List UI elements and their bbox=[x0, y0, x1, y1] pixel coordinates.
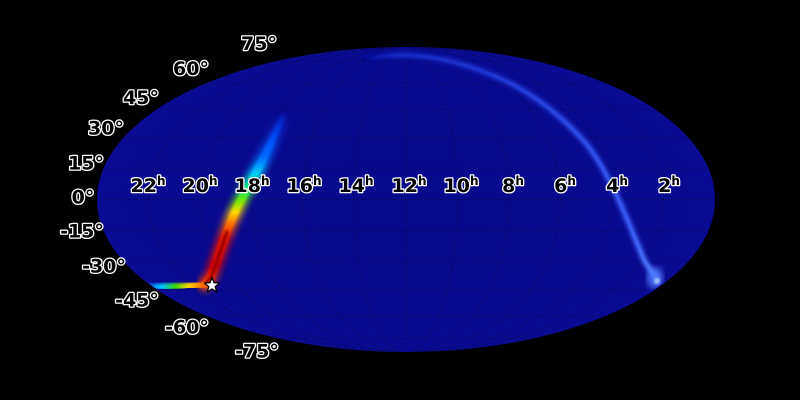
ra-label-12h: 12h bbox=[392, 174, 427, 197]
dec-tick-labels: 75° 60° 45° 30° 15° 0° -15° -30° -45° -6… bbox=[59, 32, 280, 364]
dec-label-30: 30° bbox=[88, 118, 124, 140]
ra-label-14h: 14h bbox=[339, 174, 374, 197]
dec-label-m60: -60° bbox=[165, 317, 209, 339]
dec-label-0: 0° bbox=[72, 187, 95, 209]
ra-label-2h: 2h bbox=[658, 174, 680, 197]
probability-band bbox=[143, 108, 291, 293]
dec-label-m75: -75° bbox=[235, 341, 279, 363]
ra-tick-labels: 22h 20h 18h 16h 14h 12h 10h 8h 6h 4h 2h bbox=[129, 173, 681, 199]
ra-label-4h: 4h bbox=[606, 174, 628, 197]
dec-label-60: 60° bbox=[173, 58, 209, 80]
dec-label-m15: -15° bbox=[60, 221, 104, 243]
dec-label-45: 45° bbox=[123, 87, 159, 109]
dec-label-75: 75° bbox=[241, 33, 277, 55]
ra-label-16h: 16h bbox=[287, 174, 322, 197]
secondary-arc-endpoint-glow bbox=[647, 267, 663, 289]
probability-band-core bbox=[205, 230, 229, 284]
dec-label-m30: -30° bbox=[82, 256, 126, 278]
ra-label-18h: 18h bbox=[235, 174, 270, 197]
ra-label-22h: 22h bbox=[131, 174, 166, 197]
ra-label-6h: 6h bbox=[554, 174, 576, 197]
secondary-arc bbox=[365, 52, 663, 289]
dec-label-m45: -45° bbox=[115, 290, 159, 312]
star-marker-icon bbox=[203, 276, 221, 293]
ra-label-8h: 8h bbox=[502, 174, 524, 197]
dec-label-15: 15° bbox=[68, 153, 104, 175]
grid-meridians bbox=[148, 47, 664, 352]
ra-label-20h: 20h bbox=[183, 174, 218, 197]
ra-label-10h: 10h bbox=[444, 174, 479, 197]
graticule bbox=[97, 47, 715, 352]
